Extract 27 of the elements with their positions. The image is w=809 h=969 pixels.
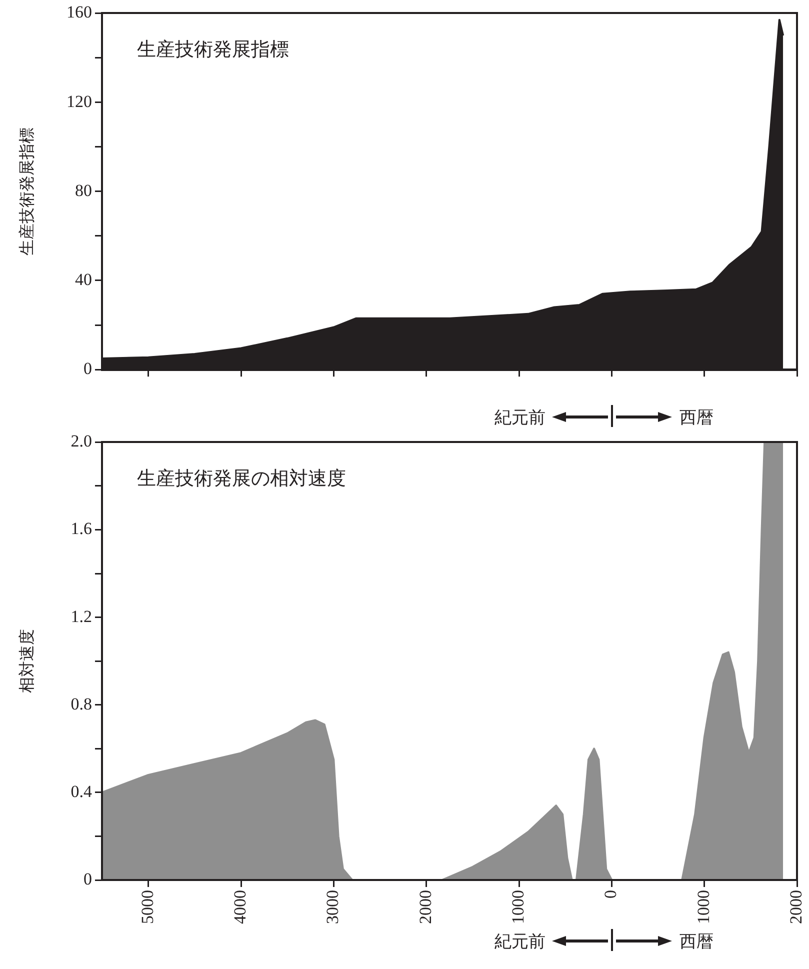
x-tick-label: 2000 bbox=[416, 890, 435, 924]
x-tick-label: 2000 bbox=[786, 890, 806, 924]
text: 生産技術発展指標 bbox=[137, 38, 289, 61]
y-tick-label: 120 bbox=[66, 92, 92, 111]
y-tick-label: 0.4 bbox=[70, 782, 92, 801]
y-tick-label: 1.2 bbox=[70, 606, 92, 626]
y-axis-title: 相対速度 bbox=[16, 629, 36, 694]
text: 西暦 bbox=[680, 407, 714, 429]
x-tick-label: 0 bbox=[601, 890, 620, 898]
y-tick-label: 160 bbox=[66, 2, 92, 22]
y-tick-label: 40 bbox=[75, 270, 92, 289]
text: 西暦 bbox=[680, 931, 714, 953]
x-tick-label: 1000 bbox=[508, 890, 528, 924]
text: 生産技術発展の相対速度 bbox=[137, 468, 346, 490]
y-tick-label: 0.8 bbox=[70, 694, 92, 714]
text: 紀元前 bbox=[494, 931, 546, 953]
y-tick-label: 0 bbox=[84, 359, 92, 378]
y-tick-label: 1.6 bbox=[70, 519, 92, 538]
y-tick-label: 2.0 bbox=[70, 432, 92, 451]
x-tick-label: 3000 bbox=[323, 890, 342, 924]
y-axis-title: 生産技術発展指標 bbox=[16, 127, 36, 256]
x-tick-label: 5000 bbox=[138, 890, 157, 924]
x-tick-label: 4000 bbox=[230, 890, 250, 924]
text: 紀元前 bbox=[494, 407, 546, 429]
y-tick-label: 0 bbox=[84, 869, 92, 888]
x-tick-label: 1000 bbox=[694, 890, 713, 924]
y-tick-label: 80 bbox=[75, 180, 92, 200]
